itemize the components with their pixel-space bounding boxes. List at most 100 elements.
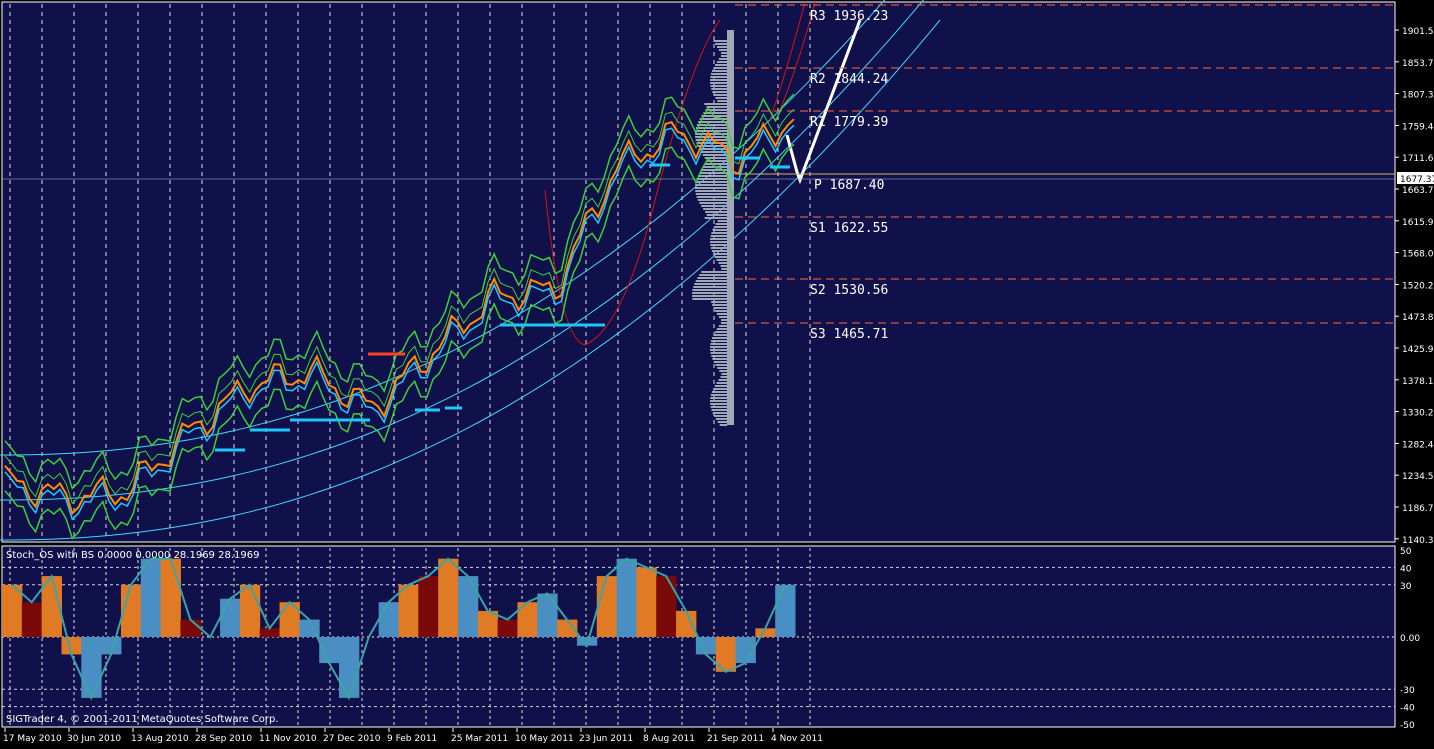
histogram-bar (81, 637, 102, 698)
volume-profile-bar (701, 205, 727, 207)
volume-profile-bar (695, 190, 727, 192)
volume-profile-spine (727, 30, 734, 425)
volume-profile-bar (711, 301, 727, 303)
volume-profile-bar (696, 196, 727, 198)
date-label: 9 Feb 2011 (387, 734, 437, 744)
price-axis-label: 1282.40 (1402, 440, 1434, 450)
histogram-bar (497, 619, 518, 637)
volume-profile-bar (695, 187, 727, 189)
volume-profile-bar (718, 316, 727, 318)
volume-profile-bar (717, 220, 727, 222)
volume-profile-bar (704, 157, 727, 159)
volume-profile-bar (719, 370, 727, 372)
volume-profile-bar (713, 388, 727, 390)
volume-profile-bar (699, 118, 727, 120)
volume-profile-bar (699, 202, 727, 204)
volume-profile-bar (712, 412, 727, 414)
volume-profile-bar (713, 334, 727, 336)
histogram-bar (279, 602, 300, 637)
histogram-bar (656, 576, 677, 637)
indicator-axis-label: 50 (1400, 547, 1412, 557)
volume-profile-bar (710, 400, 727, 402)
volume-profile-bar (695, 139, 727, 141)
histogram-bar (636, 567, 657, 637)
volume-profile-bar (710, 235, 727, 237)
volume-profile-bar (715, 418, 727, 420)
histogram-bar (339, 637, 360, 698)
histogram-bar (537, 593, 558, 637)
volume-profile-bar (715, 97, 727, 99)
volume-profile-bar (695, 193, 727, 195)
volume-profile-bar (715, 310, 727, 312)
volume-profile-bar (710, 343, 727, 345)
price-axis-label: 1378.10 (1402, 377, 1434, 387)
volume-profile-bar (704, 103, 727, 105)
volume-profile-bar (718, 325, 727, 327)
histogram-bar (715, 637, 737, 672)
date-axis: 17 May 2010 30 Jun 2010 13 Aug 2010 28 Sep … (3, 728, 823, 744)
volume-profile-bar (704, 217, 727, 219)
volume-profile-bar (705, 109, 727, 111)
volume-profile-bar (718, 379, 727, 381)
volume-profile-bar (721, 373, 727, 375)
date-label: 17 May 2010 (3, 734, 62, 744)
price-axis-label: 1759.45 (1402, 122, 1434, 132)
current-price-label: 1677.37 (1400, 175, 1434, 185)
volume-profile-bar (720, 319, 727, 321)
price-axis-label: 1520.20 (1402, 281, 1434, 291)
volume-profile-bar (706, 214, 727, 216)
volume-profile-bar (700, 151, 727, 153)
volume-profile-bar (713, 253, 727, 255)
indicator-axis-label: 0.00 (1400, 634, 1420, 644)
volume-profile-bar (720, 376, 727, 378)
volume-profile-bar (699, 274, 727, 276)
volume-profile-bar (715, 223, 727, 225)
volume-profile-bar (717, 421, 727, 423)
upper-band (4, 93, 795, 490)
pivot-label-r2: R2 1844.24 (810, 72, 888, 87)
indicator-axis-label: 30 (1400, 582, 1412, 592)
volume-profile-bar (697, 175, 727, 177)
volume-profile-bar (714, 256, 727, 258)
date-label: 28 Sep 2010 (195, 734, 252, 744)
volume-profile-bar (710, 406, 727, 408)
date-label: 23 Jun 2011 (579, 734, 633, 744)
histogram-bar (438, 558, 459, 637)
volume-profile-bar (710, 352, 727, 354)
date-label: 30 Jun 2010 (67, 734, 121, 744)
volume-profile-bar (715, 331, 727, 333)
volume-profile-bar (711, 355, 727, 357)
volume-profile-bar (701, 271, 727, 273)
indicator-axis-label: 40 (1400, 564, 1412, 574)
volume-profile-bar (710, 247, 727, 249)
volume-profile-bar (710, 241, 727, 243)
histogram-bar (775, 584, 796, 637)
volume-profile-bar (695, 280, 727, 282)
histogram-bar (120, 584, 142, 637)
histogram-bar (101, 637, 122, 655)
red-channel (779, 1, 816, 111)
price-pane (1, 1, 1396, 543)
volume-profile-bar (718, 49, 727, 51)
histogram-bar (557, 619, 578, 637)
volume-profile-bar (712, 337, 727, 339)
current-price-box (1397, 172, 1434, 184)
volume-profile-bar (710, 82, 727, 84)
price-line (4, 118, 795, 516)
histogram-bar (259, 628, 281, 637)
volume-profile-bar (711, 250, 727, 252)
volume-profile-bar (692, 295, 727, 297)
volume-profile-bar (714, 415, 727, 417)
volume-profile-bar (720, 322, 727, 324)
price-series (4, 93, 795, 540)
volume-profile-bar (721, 268, 727, 270)
volume-profile-bar (718, 58, 727, 60)
pivot-label-s2: S2 1530.56 (810, 283, 888, 298)
volume-profile-bar (695, 184, 727, 186)
histogram-bar (180, 619, 201, 637)
histogram-bar (735, 637, 756, 664)
volume-profile-bar (716, 259, 727, 261)
histogram-bar (21, 602, 43, 637)
histogram-bar (61, 637, 82, 655)
volume-profile-bar (715, 43, 727, 45)
